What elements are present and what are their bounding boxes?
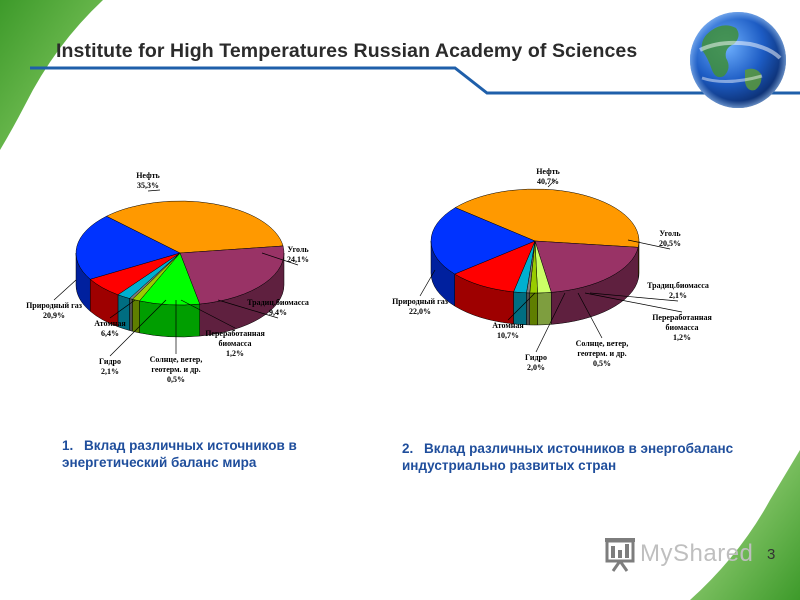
data-label-hydro: Гидро 2,0% [525,353,547,372]
header-rule [30,66,800,95]
caption-text: Вклад различных источников в энергобалан… [402,441,734,473]
pie-slice-nuclear [454,240,536,293]
data-label-traditional-biomass: Традиц.биомасса 9,4% [247,298,309,317]
caption-number: 2. [402,441,414,456]
corner-swoosh-top [0,0,103,150]
data-label-oil: Нефть 35,3% [136,171,160,190]
pie-slice-natural-gas [430,207,536,275]
data-label-natural-gas: Природный газ 22,0% [392,297,449,316]
data-label-nuclear: Атомная 6,4% [94,319,126,338]
leader-line [589,292,679,302]
data-label-oil: Нефть 40,7% [536,167,560,186]
pie-chart-developed-countries-energy-balance: Нефть 40,7% Уголь 20,5% Традиц.биомасса 2,1% П… [392,167,712,372]
leader-line [419,269,436,297]
caption-number: 1. [62,438,74,453]
data-label-solar-wind-geothermal: Солнце, ветер, геотерм. и др. 0,5% [150,355,203,384]
leader-line [535,292,566,353]
leader-line [217,299,279,319]
leader-line [627,239,671,250]
data-label-coal: Уголь 24,1% [287,245,309,264]
pie-slice-side-processed-biomass [529,292,538,326]
logo-text: MyShared [640,540,754,567]
chart-caption-1: 1. Вклад различных источников в энергетич… [62,437,362,471]
pie-slice-side-traditional-biomass [139,300,200,338]
leader-line [109,299,136,319]
data-label-nuclear: Атомная 10,7% [492,321,524,340]
chart-caption-2: 2. Вклад различных источников в энергобал… [402,440,782,474]
slide-number: 3 [767,546,776,563]
data-label-coal: Уголь 20,5% [659,229,681,248]
leader-line [547,179,556,188]
pie-slice-natural-gas [75,215,181,280]
leader-line [507,292,536,321]
leader-line [109,299,167,357]
header-title: Institute for High Temperatures Russian … [56,40,638,62]
leader-line [577,292,603,339]
data-label-traditional-biomass: Традиц.биомасса 2,1% [647,281,709,300]
leader-line [584,292,683,313]
pie-chart-world-energy-balance: Нефть 35,3% Уголь 24,1% Традиц.биомасса 9,4% П… [26,171,309,384]
pie-slice-coal [534,240,639,293]
data-label-processed-biomass: Переработанная биомасса 1,2% [652,313,712,342]
pie-slice-oil [105,200,284,254]
leader-line [261,252,299,266]
corner-swoosh-bottom [690,450,800,600]
data-label-processed-biomass: Переработанная биомасса 1,2% [205,329,265,358]
pie-slice-side-solar-wind-geothermal [526,292,530,326]
data-label-natural-gas: Природный газ 20,9% [26,301,83,320]
presentation-board-icon [605,538,635,572]
earth-globe-icon [690,12,786,108]
pie-slice-oil [454,188,640,248]
pie-slice-coal [179,245,285,305]
leader-line [180,299,236,329]
caption-text: Вклад различных источников в энергетичес… [62,438,297,470]
pie-slice-side-traditional-biomass [537,292,552,326]
leader-line [53,279,77,301]
data-label-solar-wind-geothermal: Солнце, ветер, геотерм. и др. 0,5% [576,339,629,368]
myshared-logo: MyShared [604,536,753,572]
leader-line [147,189,161,192]
data-label-hydro: Гидро 2,1% [99,357,121,376]
